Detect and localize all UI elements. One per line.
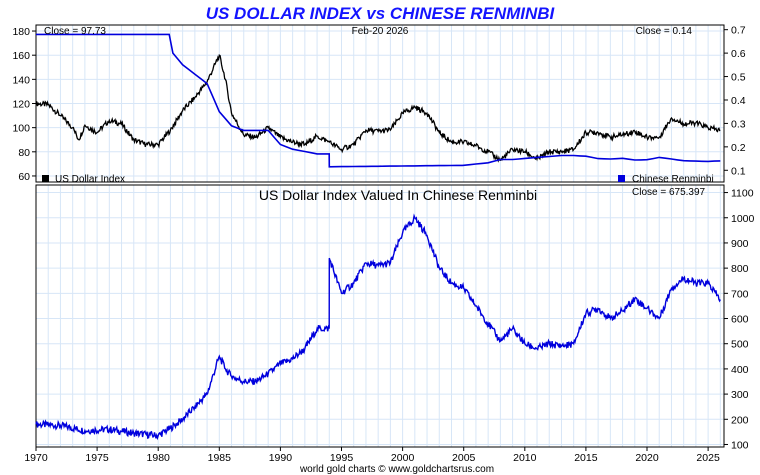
x-tick-label: 2005 [452, 452, 476, 464]
right-tick-label: 300 [731, 389, 749, 401]
x-tick-label: 1995 [330, 452, 354, 464]
right-tick-label: 0.7 [731, 25, 746, 37]
chart-title: US DOLLAR INDEX vs CHINESE RENMINBI [206, 4, 556, 23]
right-tick-label: 200 [731, 414, 749, 426]
left-tick-label: 140 [12, 74, 30, 86]
right-tick-label: 800 [731, 263, 749, 275]
bottom-close-label: Close = 675.397 [632, 187, 706, 198]
footer-credit: world gold charts © www.goldchartsrus.co… [299, 464, 494, 475]
top-left-axis: 60 80 100 120 140 160 180 [12, 26, 36, 183]
legend-cny-label: Chinese Renminbi [632, 174, 714, 185]
bottom-panel-title: US Dollar Index Valued In Chinese Renmin… [259, 187, 537, 203]
x-tick-label: 2000 [391, 452, 415, 464]
bottom-panel-frame [35, 184, 725, 448]
left-tick-label: 120 [12, 99, 30, 111]
x-axis: 1970 1975 1980 1985 1990 1995 2000 2005 2010 2015… [24, 447, 720, 464]
ratio-series-line [35, 213, 721, 441]
legend-usd-swatch [42, 175, 49, 182]
x-tick-label: 1970 [24, 452, 48, 464]
legend-usd-label: US Dollar Index [55, 174, 125, 185]
x-tick-label: 1990 [269, 452, 293, 464]
x-tick-label: 2015 [574, 452, 598, 464]
bottom-panel-grid [35, 185, 724, 447]
right-tick-label: 1100 [731, 188, 754, 200]
left-tick-label: 180 [12, 26, 30, 38]
right-tick-label: 0.1 [731, 165, 746, 177]
right-tick-label: 400 [731, 364, 749, 376]
right-tick-label: 700 [731, 288, 749, 300]
left-tick-label: 160 [12, 50, 30, 62]
top-panel-grid [35, 25, 724, 182]
right-tick-label: 0.2 [731, 142, 746, 154]
x-tick-label: 2025 [696, 452, 720, 464]
x-tick-label: 1985 [208, 452, 232, 464]
usd-series-line [35, 54, 721, 163]
x-tick-label: 2010 [513, 452, 537, 464]
right-tick-label: 600 [731, 314, 749, 326]
right-tick-label: 0.5 [731, 72, 746, 84]
left-tick-label: 100 [12, 123, 30, 135]
x-tick-label: 2020 [635, 452, 659, 464]
right-tick-label: 0.6 [731, 48, 746, 60]
right-tick-label: 0.3 [731, 118, 746, 130]
right-tick-label: 100 [731, 439, 749, 451]
legend-cny-swatch [618, 175, 625, 182]
top-date: Feb-20 2026 [352, 26, 409, 37]
top-right-axis: 0.1 0.2 0.3 0.4 0.5 0.6 0.7 [724, 25, 746, 177]
right-tick-label: 500 [731, 339, 749, 351]
x-tick-label: 1975 [85, 452, 109, 464]
x-tick-label: 1980 [147, 452, 171, 464]
left-tick-label: 60 [18, 171, 30, 183]
bottom-right-axis: 100 200 300 400 500 600 700 800 900 1000 1100 [724, 188, 755, 451]
top-close-left: Close = 97.73 [44, 26, 106, 37]
left-tick-label: 80 [18, 147, 30, 159]
cny-series-line [36, 33, 721, 168]
top-close-right: Close = 0.14 [636, 26, 693, 37]
right-tick-label: 0.4 [731, 95, 746, 107]
right-tick-label: 1000 [731, 213, 755, 225]
right-tick-label: 900 [731, 238, 749, 250]
